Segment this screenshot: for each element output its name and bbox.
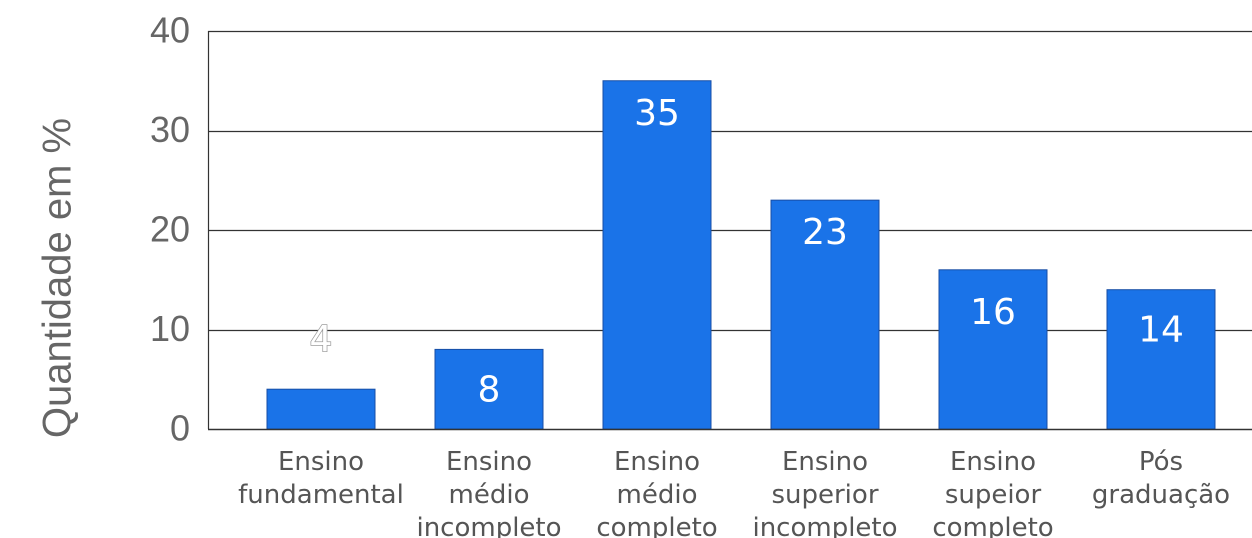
bar — [266, 388, 376, 430]
y-tick-label: 30 — [150, 109, 190, 150]
bar — [938, 269, 1048, 430]
x-category-label: Ensino — [782, 447, 868, 477]
x-category-label: fundamental — [238, 480, 404, 510]
bar — [1106, 289, 1216, 430]
category-labels: EnsinofundamentalEnsinomédioincompletoEn… — [238, 447, 1230, 538]
y-tick-label: 0 — [170, 408, 190, 449]
x-category-label: médio — [449, 480, 530, 510]
bar-data-label: 8 — [478, 369, 501, 410]
y-tick-label: 40 — [150, 10, 190, 51]
bar — [434, 348, 544, 430]
bar-data-label: 35 — [634, 93, 680, 134]
y-tick-label: 10 — [150, 308, 190, 349]
x-category-label: incompleto — [752, 513, 897, 538]
x-category-label: completo — [596, 513, 717, 538]
x-category-label: completo — [932, 513, 1053, 538]
bar-data-label: 16 — [970, 292, 1016, 333]
x-category-label: graduação — [1092, 480, 1230, 510]
y-tick-label: 20 — [150, 209, 190, 250]
axes: 0 10 20 30 40 — [150, 10, 1252, 449]
x-category-label: superior — [771, 480, 878, 510]
x-category-label: Pós — [1139, 447, 1183, 477]
x-category-label: incompleto — [416, 513, 561, 538]
x-category-label: Ensino — [950, 447, 1036, 477]
bar — [770, 199, 880, 430]
bar-data-label: 14 — [1138, 310, 1184, 351]
bar-data-label: 4 — [310, 319, 333, 360]
y-axis-title: Quantidade em % — [36, 118, 80, 438]
bars — [266, 80, 1216, 430]
x-category-label: supeior — [945, 480, 1042, 510]
x-category-label: Ensino — [278, 447, 364, 477]
gridlines — [208, 30, 1252, 332]
x-category-label: médio — [617, 480, 698, 510]
bar-data-label: 23 — [802, 212, 848, 253]
x-category-label: Ensino — [446, 447, 532, 477]
data-labels: 4 8 35 23 16 14 — [309, 93, 1184, 411]
x-category-label: Ensino — [614, 447, 700, 477]
